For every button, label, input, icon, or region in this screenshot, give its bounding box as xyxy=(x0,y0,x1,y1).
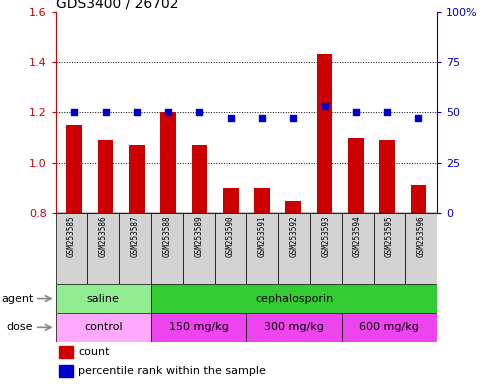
Bar xyxy=(183,213,214,284)
Bar xyxy=(317,55,332,213)
Text: 150 mg/kg: 150 mg/kg xyxy=(169,322,228,333)
Bar xyxy=(278,213,310,284)
Text: agent: agent xyxy=(1,293,33,304)
Text: dose: dose xyxy=(7,322,33,333)
Text: GSM253592: GSM253592 xyxy=(289,215,298,257)
Bar xyxy=(379,140,395,213)
Point xyxy=(414,115,422,121)
Bar xyxy=(310,213,342,284)
Bar xyxy=(129,145,145,213)
Bar xyxy=(246,313,342,342)
Point xyxy=(196,109,203,115)
Text: percentile rank within the sample: percentile rank within the sample xyxy=(78,366,266,376)
Text: 600 mg/kg: 600 mg/kg xyxy=(359,322,419,333)
Bar xyxy=(246,213,278,284)
Bar xyxy=(254,188,270,213)
Text: control: control xyxy=(84,322,123,333)
Bar xyxy=(151,284,437,313)
Text: saline: saline xyxy=(87,293,120,304)
Bar xyxy=(223,188,239,213)
Bar xyxy=(56,284,151,313)
Text: GSM253591: GSM253591 xyxy=(258,215,267,257)
Bar xyxy=(67,125,82,213)
Point xyxy=(164,109,172,115)
Bar xyxy=(119,213,151,284)
Point xyxy=(258,115,266,121)
Text: GSM253596: GSM253596 xyxy=(417,215,426,257)
Text: GSM253586: GSM253586 xyxy=(99,215,108,257)
Bar xyxy=(56,213,87,284)
Bar xyxy=(56,313,151,342)
Text: GSM253587: GSM253587 xyxy=(130,215,140,257)
Bar xyxy=(87,213,119,284)
Point xyxy=(383,109,391,115)
Point xyxy=(321,103,328,109)
Text: GSM253594: GSM253594 xyxy=(353,215,362,257)
Text: GSM253589: GSM253589 xyxy=(194,215,203,257)
Bar xyxy=(160,113,176,213)
Text: GDS3400 / 26702: GDS3400 / 26702 xyxy=(56,0,178,10)
Bar xyxy=(348,137,364,213)
Text: GSM253585: GSM253585 xyxy=(67,215,76,257)
Bar xyxy=(405,213,437,284)
Text: GSM253590: GSM253590 xyxy=(226,215,235,257)
Text: GSM253595: GSM253595 xyxy=(385,215,394,257)
Text: GSM253588: GSM253588 xyxy=(162,215,171,257)
Bar xyxy=(98,140,114,213)
Bar xyxy=(192,145,207,213)
Bar xyxy=(411,185,426,213)
Text: 300 mg/kg: 300 mg/kg xyxy=(264,322,324,333)
Bar xyxy=(342,213,373,284)
Bar xyxy=(151,313,246,342)
Bar xyxy=(151,213,183,284)
Point xyxy=(102,109,110,115)
Text: count: count xyxy=(78,347,110,357)
Bar xyxy=(59,346,73,358)
Point xyxy=(352,109,360,115)
Point xyxy=(289,115,297,121)
Bar xyxy=(342,313,437,342)
Bar xyxy=(214,213,246,284)
Bar xyxy=(59,365,73,377)
Text: cephalosporin: cephalosporin xyxy=(255,293,333,304)
Point xyxy=(227,115,235,121)
Text: GSM253593: GSM253593 xyxy=(321,215,330,257)
Point xyxy=(71,109,78,115)
Point xyxy=(133,109,141,115)
Bar xyxy=(285,200,301,213)
Bar xyxy=(373,213,405,284)
